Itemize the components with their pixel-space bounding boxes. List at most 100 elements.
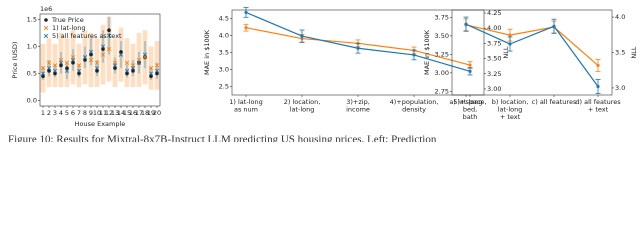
x-tick-label: d) all features + text [575, 98, 621, 113]
point-stroke [124, 60, 130, 65]
point [113, 66, 117, 70]
point-stroke [43, 33, 49, 39]
point-stroke [88, 49, 94, 55]
y2-tick-label: 3.0 [615, 84, 625, 92]
x-tick-label: 17 [135, 109, 143, 117]
point [65, 66, 69, 70]
point [136, 60, 142, 65]
point [43, 25, 49, 31]
point [95, 69, 99, 73]
point [155, 71, 159, 76]
legend-item: True Price [44, 16, 84, 24]
point [44, 18, 48, 22]
point [59, 63, 63, 68]
point [148, 65, 154, 71]
point [40, 65, 46, 71]
y2-tick-label: 4.25 [487, 9, 501, 17]
point-stroke [154, 63, 160, 68]
point [77, 71, 81, 76]
y2-tick-label: 3.50 [487, 55, 501, 63]
point-stroke [64, 68, 70, 73]
x-tick-label: 10 [93, 109, 101, 117]
legend-item: 5) all features as text [43, 32, 122, 40]
point-stroke [106, 33, 112, 38]
point [107, 28, 111, 33]
y-tick-label: 3.00 [435, 69, 449, 77]
x-tick-label: 13 [111, 109, 119, 117]
point-stroke [130, 65, 136, 71]
point [125, 71, 129, 76]
point [142, 52, 148, 57]
y-tick-label: 3.25 [435, 50, 449, 58]
point [106, 47, 112, 52]
point-stroke [154, 68, 160, 73]
point [100, 44, 106, 49]
point [64, 60, 70, 65]
y-tick-label: 0.0 [27, 97, 37, 105]
x-tick-label: 5 [65, 109, 69, 117]
point [52, 68, 58, 73]
point-stroke [52, 68, 58, 73]
point [41, 74, 45, 79]
point-stroke [70, 57, 76, 63]
point-stroke [46, 65, 52, 71]
x-tick-label: 9 [89, 109, 93, 117]
x-tick-label: 2) location, lat-long [284, 98, 321, 113]
point [124, 60, 130, 65]
x-tick-label: 11 [99, 109, 107, 117]
y-tick-label: 2.75 [435, 87, 449, 95]
x-tick-label: 8 [83, 109, 87, 117]
point-stroke [106, 47, 112, 52]
point [88, 57, 94, 63]
point [94, 65, 100, 71]
point [244, 26, 248, 30]
point [46, 60, 52, 65]
y-axis-label: MAE in $100K [203, 29, 211, 75]
point [154, 68, 160, 73]
point [596, 63, 600, 68]
x-tick-label: 6 [71, 109, 75, 117]
y2-tick-label: 3.75 [487, 39, 501, 47]
x-tick-label: 14 [117, 109, 125, 117]
chart: 2.5 3.0 3.5 4.0 4.5 3.00 3.25 3.50 3.75 4.00 4.25 M… [203, 7, 510, 121]
y-tick-label: 1.5 [27, 15, 37, 23]
point [552, 24, 556, 28]
x-tick-label: a) lat-long [449, 98, 482, 106]
point-stroke [124, 68, 130, 73]
point-stroke [82, 55, 88, 60]
point-stroke [112, 63, 118, 68]
x-tick-label: 1) lat-long as num [229, 98, 262, 113]
point [119, 50, 123, 54]
point [40, 71, 46, 76]
x-tick-label: 15 [123, 109, 131, 117]
point [131, 69, 135, 73]
point [596, 84, 600, 89]
point [106, 33, 112, 38]
y2-tick-label: 4.00 [487, 24, 501, 32]
point [468, 63, 472, 67]
point-stroke [118, 52, 124, 57]
y-tick-label: 4.5 [219, 15, 229, 23]
point [100, 52, 106, 57]
point [88, 49, 94, 55]
y-tick-label: 3.50 [435, 32, 449, 40]
point-stroke [94, 60, 100, 65]
y-tick-label: 4.0 [219, 32, 229, 40]
point [508, 42, 512, 46]
point [124, 68, 130, 73]
point [112, 63, 118, 68]
y2-axis-label: NLL [630, 46, 638, 58]
x-tick-label: 3 [53, 109, 57, 117]
point [244, 10, 248, 15]
point [53, 71, 57, 76]
plot-frame [39, 13, 161, 107]
point [52, 63, 58, 68]
point-stroke [100, 44, 106, 49]
point [89, 52, 93, 57]
point [468, 69, 472, 73]
point [412, 53, 416, 57]
x-tick-label: 18 [141, 109, 149, 117]
y2-tick-label: 3.00 [487, 85, 501, 93]
point [356, 46, 360, 50]
